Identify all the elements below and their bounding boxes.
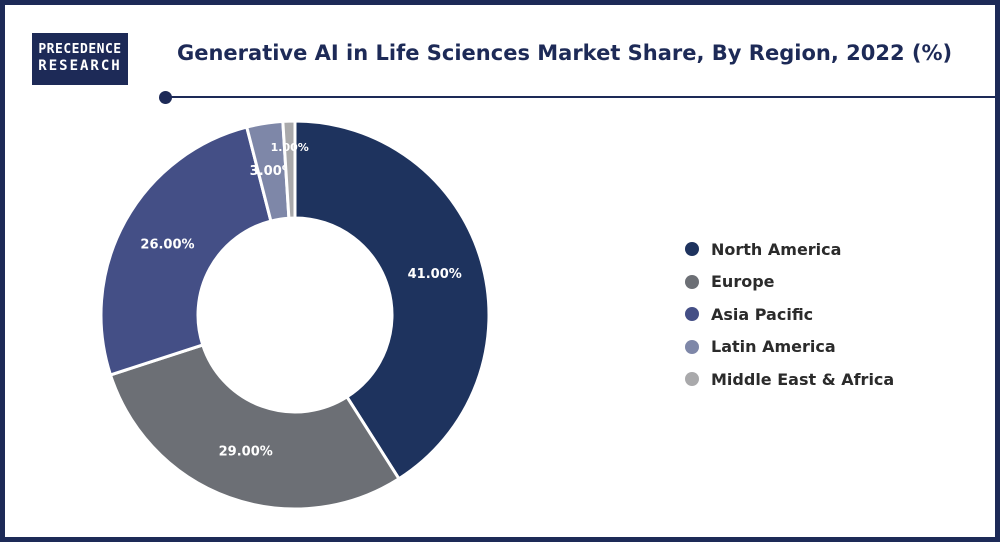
legend-item-latin-america: Latin America [685, 331, 894, 364]
legend-swatch [685, 339, 699, 354]
legend-label: Asia Pacific [711, 304, 814, 324]
legend-label: Middle East & Africa [711, 369, 895, 389]
legend-label: North America [711, 239, 842, 259]
legend-item-north-america: North America [685, 233, 894, 266]
legend: North America Europe Asia Pacific Latin Ame… [685, 233, 894, 396]
legend-item-europe: Europe [685, 266, 894, 299]
logo-line-1: PRECEDENCE [38, 42, 122, 58]
title-rule-line [165, 96, 1000, 98]
data-label-europe: 29.00% [219, 444, 273, 459]
legend-swatch [685, 242, 699, 257]
slice-north-america [293, 119, 491, 481]
slice-middle-east-and-africa [281, 119, 297, 220]
legend-label: Latin America [711, 337, 836, 357]
legend-item-asia-pacific: Asia Pacific [685, 298, 894, 331]
data-label-middle-east-and-africa: 1.00% [271, 141, 309, 154]
legend-swatch [685, 274, 699, 289]
legend-item-middle-east-and-africa: Middle East & Africa [685, 363, 894, 396]
logo: PRECEDENCE RESEARCH [32, 33, 128, 85]
chart-title: Generative AI in Life Sciences Market Sh… [177, 41, 953, 65]
slice-asia-pacific [99, 125, 273, 377]
donut-chart: 41.00% 29.00% 26.00% 3.00% 1.00% [99, 119, 491, 511]
data-label-north-america: 41.00% [408, 267, 462, 282]
data-label-asia-pacific: 26.00% [140, 237, 194, 252]
slice-europe [108, 343, 402, 511]
data-label-latin-america: 3.00% [250, 164, 295, 179]
legend-label: Europe [711, 272, 775, 292]
legend-swatch [685, 372, 699, 387]
logo-line-2: RESEARCH [38, 58, 122, 75]
legend-swatch [685, 307, 699, 322]
